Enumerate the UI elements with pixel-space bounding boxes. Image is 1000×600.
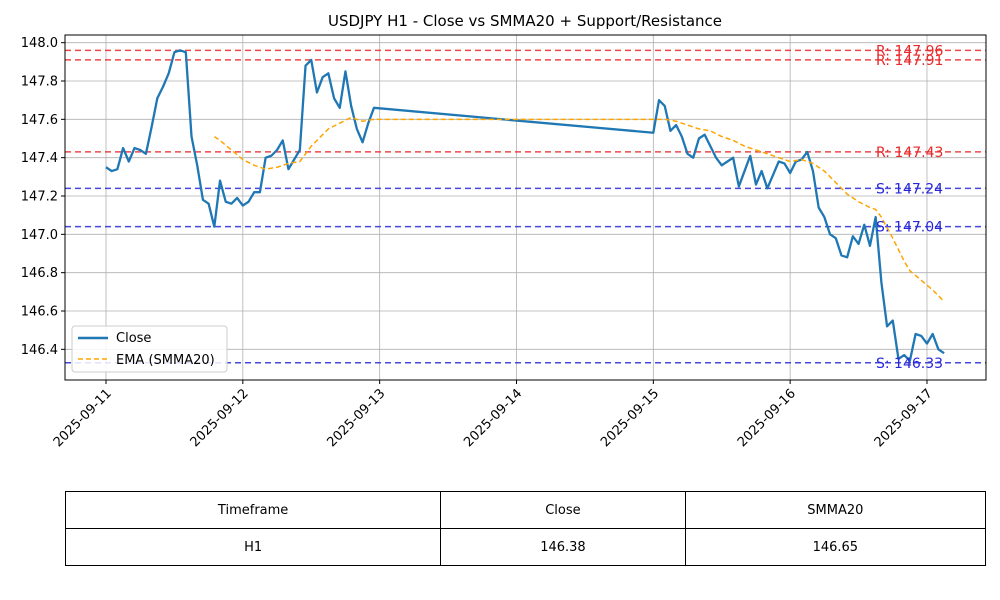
support-resistance-labels: R: 147.96R: 147.91 R: 147.43 S: 147.24 S: 1… — [876, 43, 944, 371]
table-header-timeframe: Timeframe — [64, 491, 442, 529]
table-row: H1 146.38 146.65 — [64, 528, 987, 566]
close-series-line — [105, 49, 945, 362]
resistance-label: R: 147.43 — [876, 145, 943, 161]
resistance-label: R: 147.91 — [876, 53, 943, 69]
y-tick-label: 147.8 — [21, 75, 58, 90]
table-header-smma20: SMMA20 — [684, 491, 987, 529]
plot-frame — [64, 34, 987, 381]
smma20-series-line — [213, 116, 945, 302]
y-tick-label: 147.0 — [21, 228, 58, 243]
support-label: S: 147.04 — [876, 220, 943, 236]
summary-table: Timeframe Close SMMA20 H1 146.38 146.65 — [64, 491, 987, 566]
y-tick-label: 147.6 — [21, 113, 58, 128]
table-cell-smma20: 146.65 — [684, 528, 987, 566]
legend-smma-label: EMA (SMMA20) — [116, 353, 215, 368]
table-cell-timeframe: H1 — [64, 528, 442, 566]
y-axis: 146.4 146.6 146.8 147.0 147.2 147.4 147.6 147.8… — [21, 36, 65, 358]
y-tick-label: 146.8 — [21, 266, 58, 281]
legend: Close EMA (SMMA20) — [71, 325, 228, 373]
y-tick-label: 146.6 — [21, 305, 58, 320]
chart: R: 147.96R: 147.91 R: 147.43 S: 147.24 S: 1… — [20, 12, 987, 451]
resistance-label: R: 147.96 — [876, 43, 944, 59]
table-header-close: Close — [440, 491, 686, 529]
table-cell-close: 146.38 — [440, 528, 686, 566]
legend-close-label: Close — [116, 331, 151, 346]
y-tick-label: 147.2 — [21, 190, 58, 205]
y-tick-label: 148.0 — [21, 36, 58, 51]
chart-title: USDJPY H1 - Close vs SMMA20 + Support/Re… — [328, 12, 722, 30]
series-lines — [105, 49, 945, 362]
support-label: S: 147.24 — [876, 181, 943, 197]
table-header-row: Timeframe Close SMMA20 — [64, 491, 987, 529]
support-label: S: 146.33 — [876, 356, 943, 372]
y-tick-label: 146.4 — [21, 343, 58, 358]
y-tick-label: 147.4 — [21, 151, 58, 166]
legend-box — [71, 325, 228, 373]
